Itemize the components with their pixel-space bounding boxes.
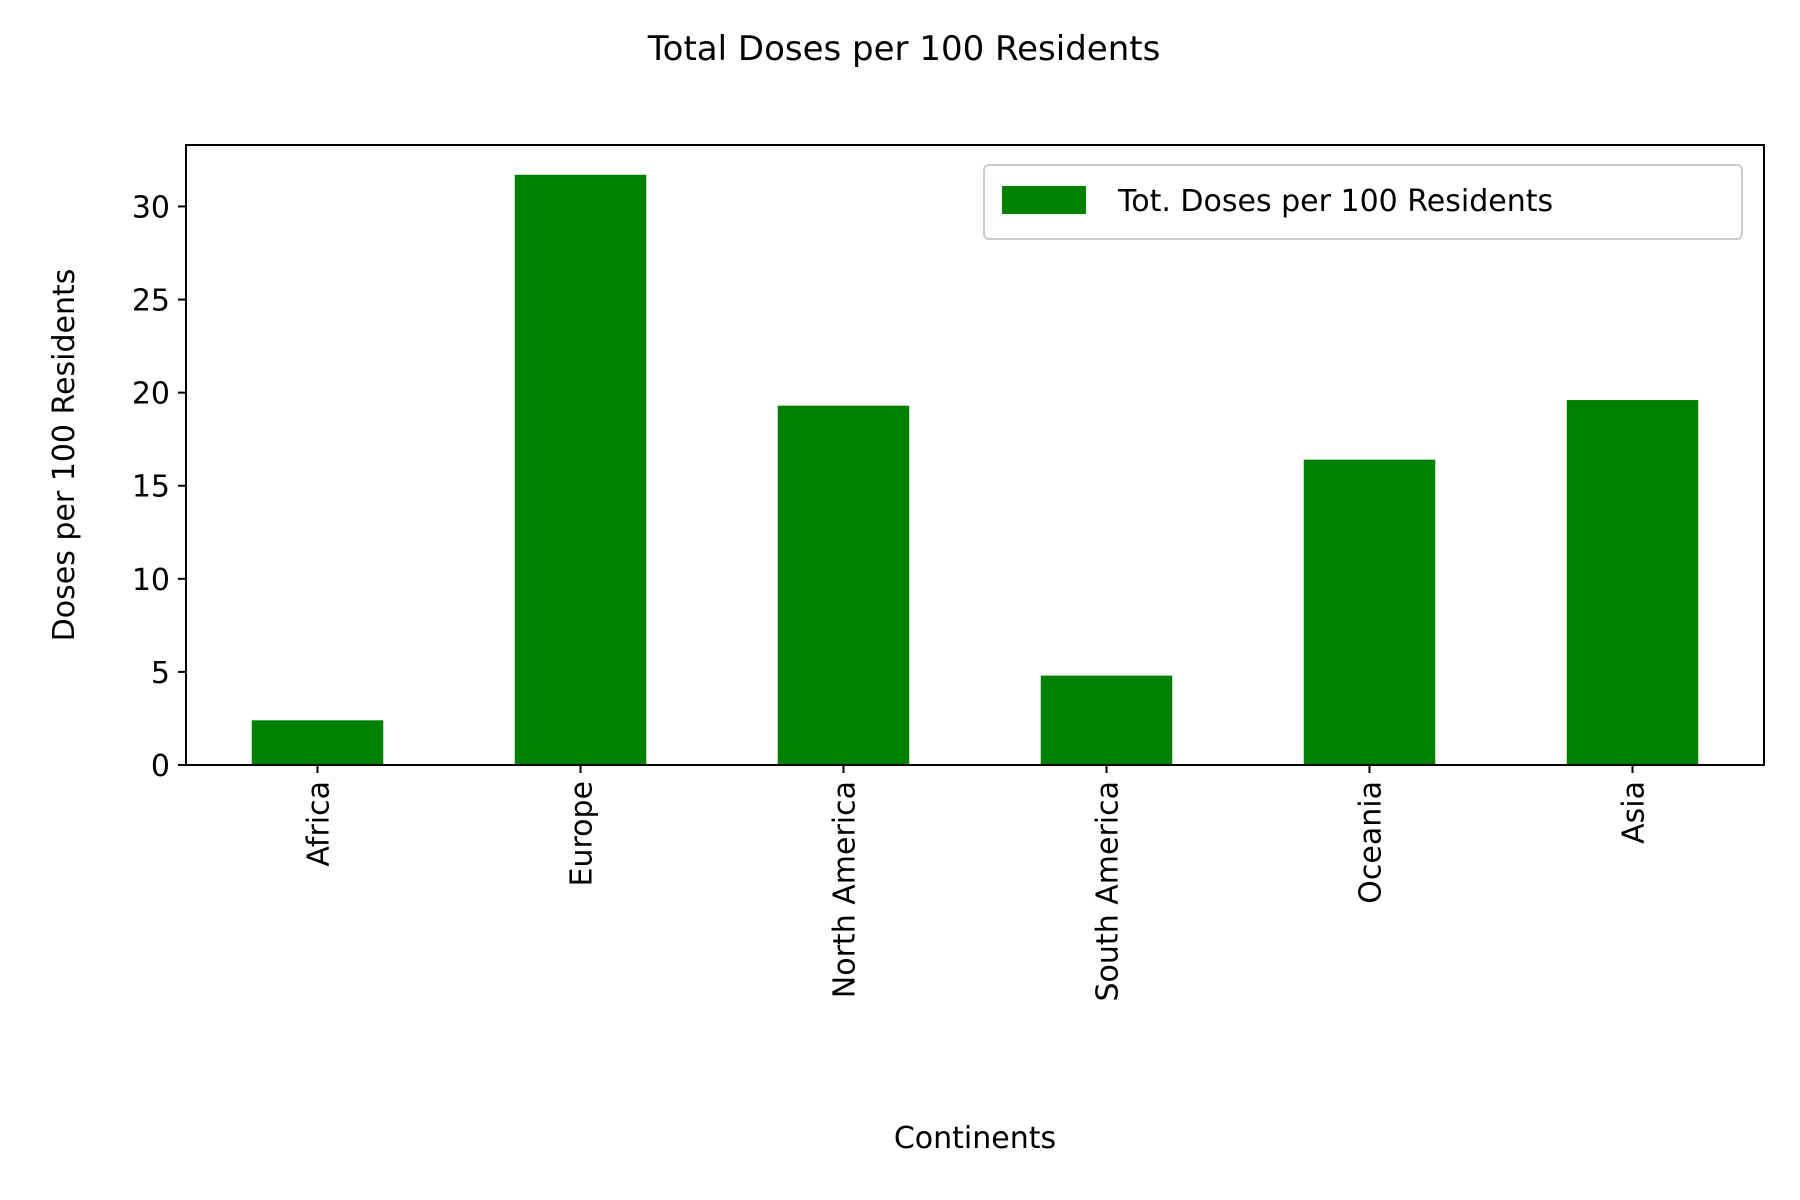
legend-box [983, 164, 1743, 240]
y-tick-label: 0 [151, 749, 170, 784]
x-axis-label: Continents [894, 1121, 1056, 1156]
bar-asia [1566, 400, 1699, 765]
y-tick-label: 10 [132, 563, 170, 598]
x-tick-label: Europe [565, 781, 600, 887]
legend-swatch [1002, 186, 1086, 214]
x-tick-label: South America [1091, 781, 1126, 1001]
bar-europe [514, 174, 647, 765]
chart-title: Total Doses per 100 Residents [647, 29, 1161, 69]
plot-frame [185, 144, 1765, 766]
x-tick-label: Asia [1617, 781, 1652, 844]
y-tick-label: 30 [132, 190, 170, 225]
legend-label: Tot. Doses per 100 Residents [1117, 184, 1553, 219]
x-tick-label: Oceania [1354, 781, 1389, 904]
bar-africa [251, 720, 384, 765]
y-axis-label: Doses per 100 Residents [47, 269, 82, 642]
bar-oceania [1303, 459, 1436, 765]
x-axis: Africa Europe North America South America Oc… [302, 765, 1652, 1001]
x-tick-label: North America [828, 781, 863, 998]
y-tick-label: 25 [132, 284, 170, 319]
bars-group [251, 174, 1699, 765]
y-axis: 0 5 10 15 20 25 30 [132, 190, 186, 784]
x-tick-label: Africa [302, 781, 337, 867]
bar-north-america [777, 405, 910, 765]
legend: Tot. Doses per 100 Residents [983, 164, 1743, 240]
y-tick-label: 5 [151, 656, 170, 691]
bar-south-america [1040, 675, 1173, 765]
y-tick-label: 20 [132, 377, 170, 412]
y-tick-label: 15 [132, 470, 170, 505]
